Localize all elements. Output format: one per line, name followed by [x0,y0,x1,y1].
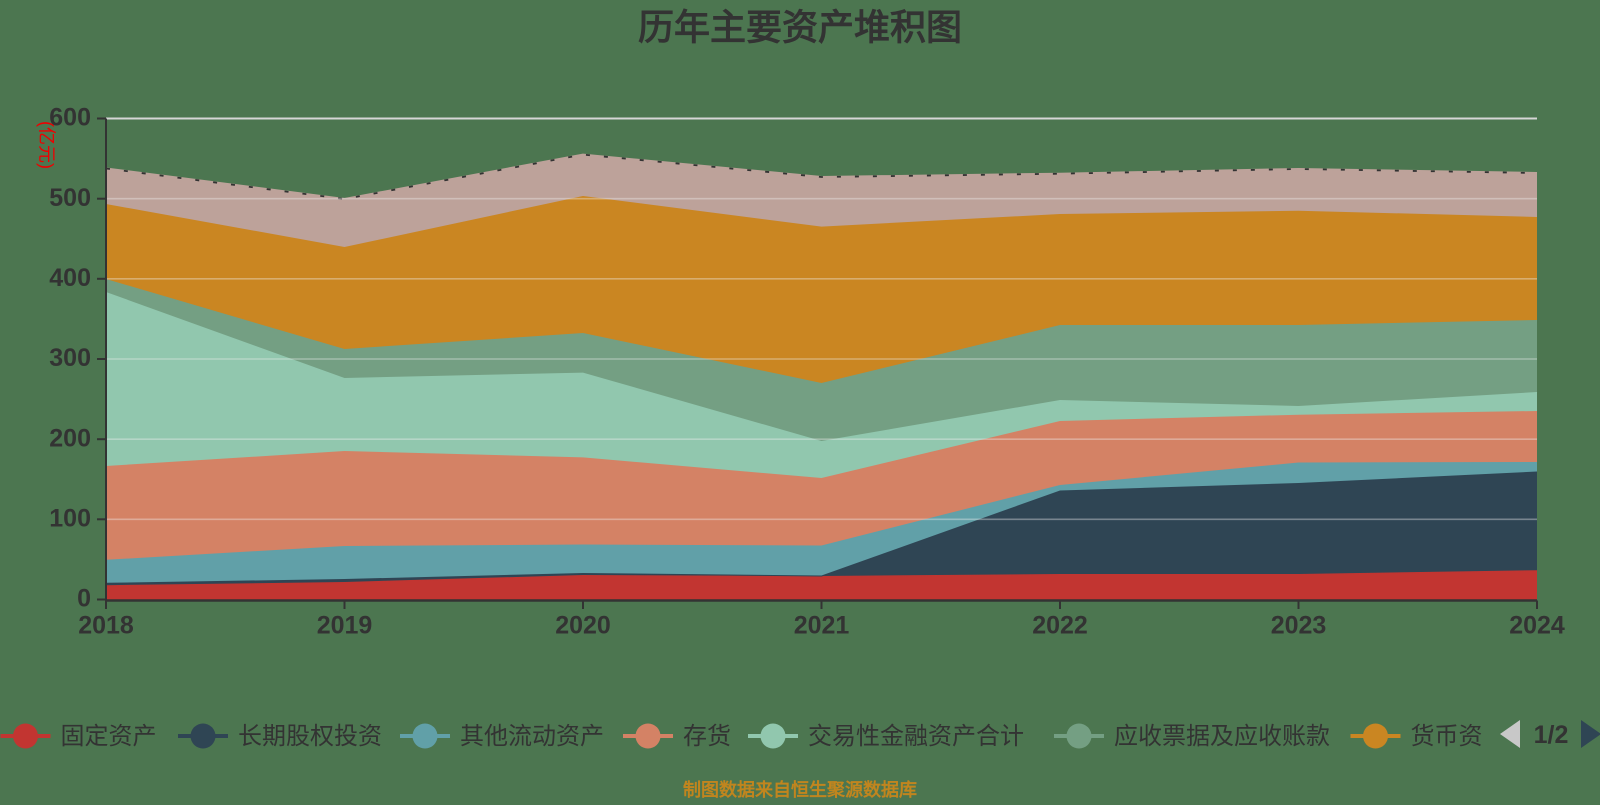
svg-text:交易性金融资产合计: 交易性金融资产合计 [808,723,1024,750]
svg-text:2022: 2022 [1032,612,1088,640]
svg-text:2023: 2023 [1271,612,1327,640]
svg-text:200: 200 [49,424,91,452]
svg-text:长期股权投资: 长期股权投资 [238,723,382,750]
svg-text:2018: 2018 [78,612,134,640]
svg-text:货币资: 货币资 [1411,723,1483,750]
svg-text:2021: 2021 [794,612,850,640]
svg-text:制图数据来自恒生聚源数据库: 制图数据来自恒生聚源数据库 [683,779,917,800]
svg-text:历年主要资产堆积图: 历年主要资产堆积图 [638,7,962,48]
svg-text:(亿元): (亿元) [37,121,57,169]
svg-text:1/2: 1/2 [1534,721,1569,749]
svg-text:100: 100 [49,505,91,533]
svg-text:2024: 2024 [1509,612,1565,640]
svg-text:其他流动资产: 其他流动资产 [460,723,604,750]
svg-text:存货: 存货 [683,723,731,750]
svg-text:600: 600 [49,104,91,132]
svg-text:应收票据及应收账款: 应收票据及应收账款 [1114,723,1330,750]
svg-text:300: 300 [49,344,91,372]
svg-text:0: 0 [77,585,91,613]
svg-text:400: 400 [49,264,91,292]
svg-text:2020: 2020 [555,612,611,640]
svg-text:500: 500 [49,184,91,212]
svg-text:2019: 2019 [317,612,373,640]
svg-text:固定资产: 固定资产 [61,723,157,750]
